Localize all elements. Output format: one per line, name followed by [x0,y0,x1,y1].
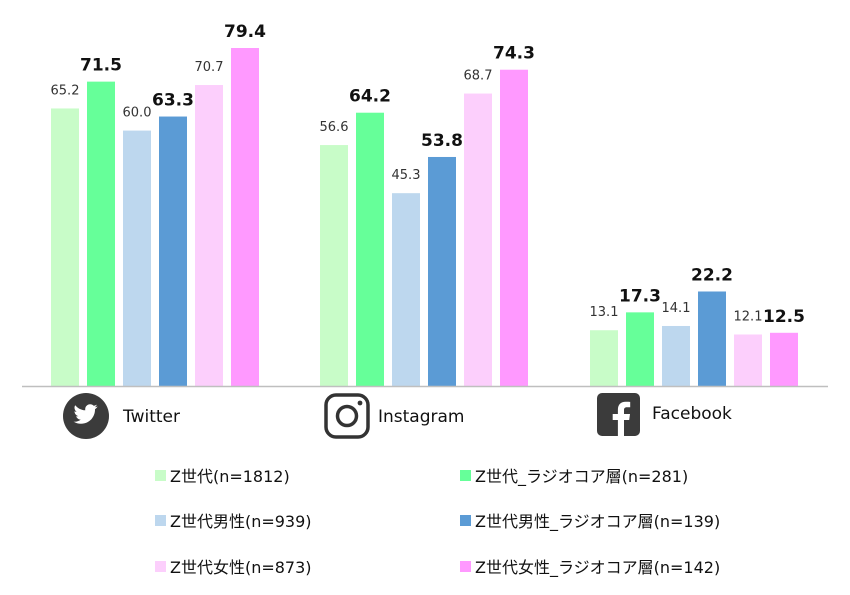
value-label-instagram-series-4: 53.8 [421,131,463,151]
category-label-twitter: Twitter [122,407,180,427]
value-label-twitter-series-6: 79.4 [224,22,266,42]
bar-facebook-series-5 [734,334,762,386]
bar-twitter-series-5 [195,85,223,386]
bar-twitter-series-6 [231,48,259,386]
value-label-instagram-series-1: 56.6 [320,120,349,135]
instagram-icon [324,393,370,439]
category-twitter: Twitter [63,393,180,439]
value-label-facebook-series-2: 17.3 [619,286,661,306]
bar-instagram-series-3 [392,193,420,386]
bar-facebook-series-2 [626,312,654,386]
facebook-icon [597,393,640,436]
bar-twitter-series-3 [123,130,151,386]
bar-instagram-series-5 [464,93,492,386]
category-facebook: Facebook [597,393,732,436]
value-label-facebook-series-1: 13.1 [590,305,619,320]
value-labels-group: 65.2 56.6 13.1 71.5 64.2 17.3 60.0 45.3 14.1 63.3… [51,22,805,327]
value-label-facebook-series-3: 14.1 [662,301,691,316]
bar-facebook-series-6 [770,332,798,386]
value-label-facebook-series-5: 12.1 [734,309,763,324]
bar-instagram-series-4 [428,156,456,386]
bar-twitter-series-2 [87,81,115,386]
category-instagram: Instagram [324,393,465,439]
value-label-twitter-series-3: 60.0 [123,106,152,121]
value-label-facebook-series-6: 12.5 [763,307,805,327]
bar-instagram-series-2 [356,112,384,386]
value-label-twitter-series-2: 71.5 [80,56,122,76]
value-label-instagram-series-3: 45.3 [392,168,421,183]
bar-twitter-series-1 [51,108,79,386]
bar-facebook-series-1 [590,330,618,386]
twitter-icon [63,393,109,439]
bar-instagram-series-1 [320,145,348,386]
value-label-instagram-series-2: 64.2 [349,87,391,107]
value-label-twitter-series-1: 65.2 [51,83,80,98]
value-label-instagram-series-5: 68.7 [464,69,493,84]
category-label-facebook: Facebook [652,404,732,424]
bar-instagram-series-6 [500,69,528,386]
bars-group [51,48,798,386]
value-label-facebook-series-4: 22.2 [691,265,733,285]
bar-facebook-series-4 [698,291,726,386]
bar-facebook-series-3 [662,325,690,386]
bar-twitter-series-4 [159,116,187,386]
value-label-twitter-series-5: 70.7 [195,60,224,75]
value-label-instagram-series-6: 74.3 [493,44,535,64]
value-label-twitter-series-4: 63.3 [152,91,194,111]
category-label-instagram: Instagram [378,407,465,427]
